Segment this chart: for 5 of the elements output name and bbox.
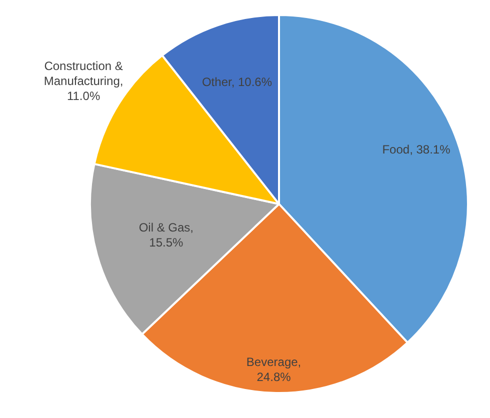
slice-label: Other, 10.6%	[202, 74, 272, 89]
slice-label: Construction & Manufacturing, 11.0%	[44, 58, 124, 103]
slice-label: Oil & Gas, 15.5%	[138, 220, 194, 250]
slice-label: Beverage, 24.8%	[246, 355, 302, 384]
slice-label: Food, 38.1%	[382, 142, 451, 156]
